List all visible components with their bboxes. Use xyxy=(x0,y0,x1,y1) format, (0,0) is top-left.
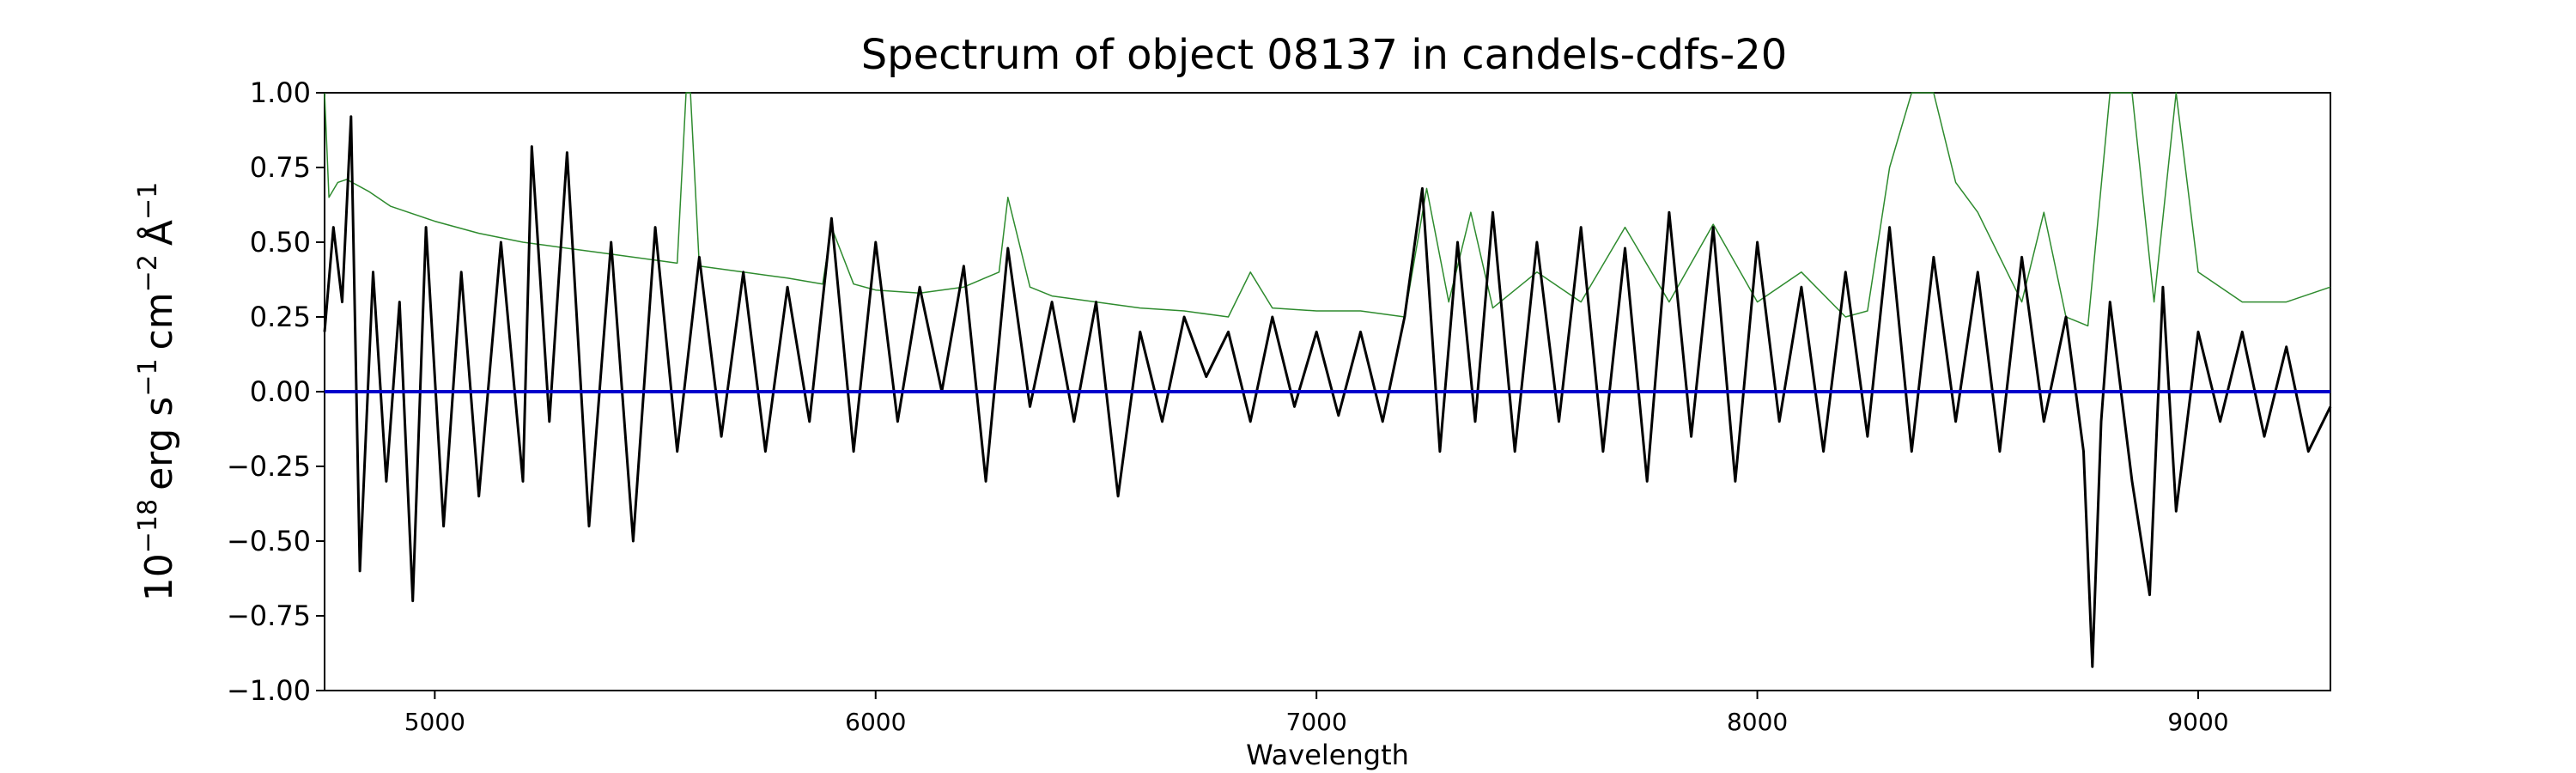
series-layer xyxy=(323,92,2332,668)
y-label-base: 10 xyxy=(137,553,181,601)
series-line-model xyxy=(324,92,2331,327)
y-label-unit3: Å xyxy=(136,220,181,246)
y-axis: 1.00 0.75 0.50 0.25 0.00 −0.25 −0.50 −0.75 −1.00 xyxy=(227,76,325,707)
y-tick-label: 0.75 xyxy=(250,151,311,184)
y-label-unit2: cm xyxy=(137,292,181,350)
x-tick-label: 7000 xyxy=(1286,708,1347,736)
y-tick-label: 1.00 xyxy=(250,76,311,109)
y-tick-label: −0.50 xyxy=(227,525,311,557)
y-label-exp: −18 xyxy=(133,499,163,553)
series-line-flux xyxy=(323,115,2332,668)
y-label-exp3: −1 xyxy=(133,182,163,220)
y-tick-label: −0.75 xyxy=(227,600,311,632)
y-tick-label: 0.00 xyxy=(250,375,311,408)
y-label-exp1: −1 xyxy=(133,358,163,396)
y-label-unit1: erg s xyxy=(137,397,181,490)
x-tick-label: 9000 xyxy=(2167,708,2228,736)
y-axis-label: 10−18erg s−1cm−2Å−1 xyxy=(133,182,181,601)
y-tick-label: 0.50 xyxy=(250,226,311,259)
x-axis: 5000 6000 7000 8000 9000 xyxy=(404,691,2229,736)
chart-title: Spectrum of object 08137 in candels-cdfs… xyxy=(861,31,1788,79)
y-tick-label: 0.25 xyxy=(250,301,311,333)
x-tick-label: 8000 xyxy=(1727,708,1788,736)
y-tick-label: −0.25 xyxy=(227,450,311,483)
y-label-exp2: −2 xyxy=(133,254,163,292)
y-tick-label: −1.00 xyxy=(227,674,311,707)
x-axis-label: Wavelength xyxy=(1246,739,1409,771)
x-tick-label: 5000 xyxy=(404,708,465,736)
x-tick-label: 6000 xyxy=(845,708,906,736)
